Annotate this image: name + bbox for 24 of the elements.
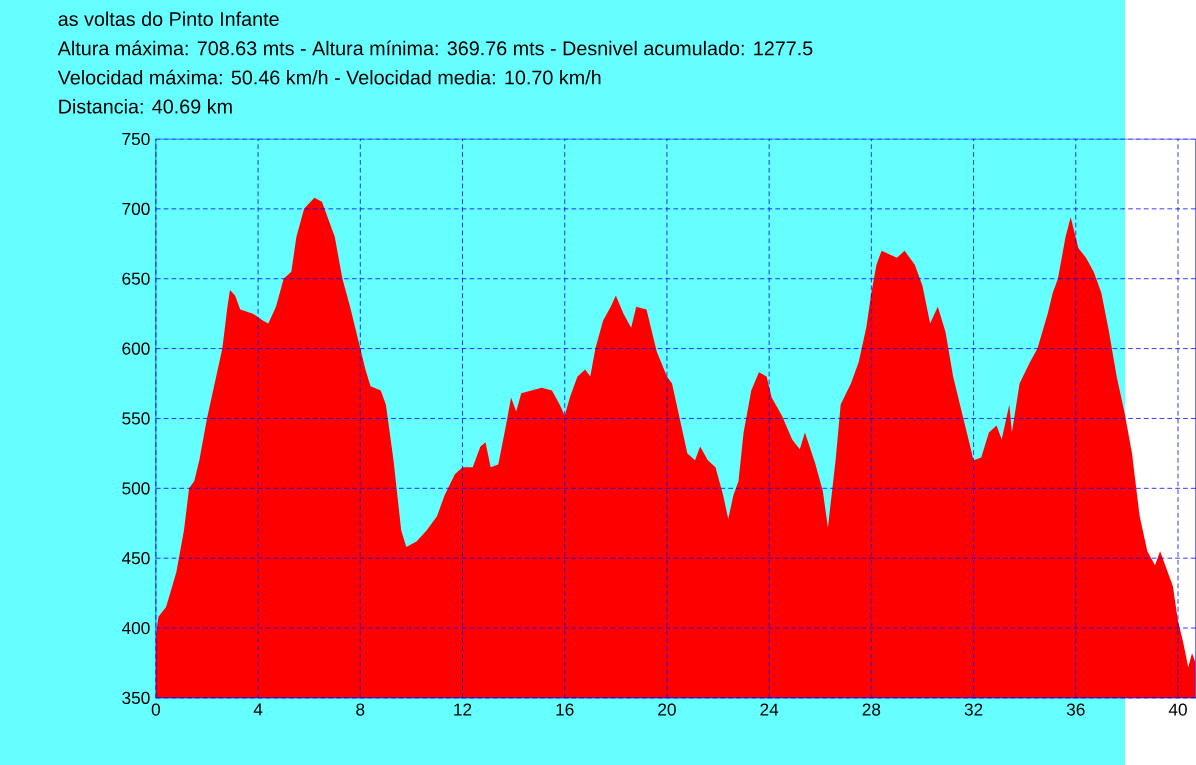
y-tick-label: 500: [122, 482, 150, 495]
chart-title: as voltas do Pinto Infante: [58, 11, 279, 27]
x-tick-label: 20: [658, 703, 676, 716]
x-tick-label: 12: [454, 703, 472, 716]
y-tick-label: 350: [122, 691, 150, 705]
text: Altura máxima: 708.63 mts - Altura mínima: 369.76 mts - Desnivel acumulado: 1277.5: [57, 40, 813, 56]
x-tick-label: 32: [964, 703, 983, 716]
x-tick-label: 4: [253, 703, 263, 716]
x-tick-label: 40: [1168, 703, 1187, 716]
y-tick-label: 550: [122, 412, 150, 425]
y-tick-label: 450: [121, 552, 150, 565]
text: Distancia: 40.69 km: [59, 99, 232, 114]
text: Velocidad máxima: 50.46 km/h - Velocidad media: 10.70 km/h: [57, 69, 601, 85]
x-tick-label: 0: [151, 703, 160, 716]
x-tick-label: 28: [862, 703, 881, 716]
y-tick-label: 700: [122, 202, 150, 215]
y-tick-label: 400: [121, 621, 150, 635]
x-tick-label: 36: [1066, 703, 1085, 716]
x-tick-label: 16: [556, 703, 574, 716]
x-tick-label: 24: [760, 703, 779, 716]
y-tick-label: 750: [122, 132, 150, 146]
y-tick-label: 600: [122, 342, 150, 355]
x-tick-label: 8: [356, 703, 365, 716]
y-tick-label: 650: [122, 272, 150, 285]
